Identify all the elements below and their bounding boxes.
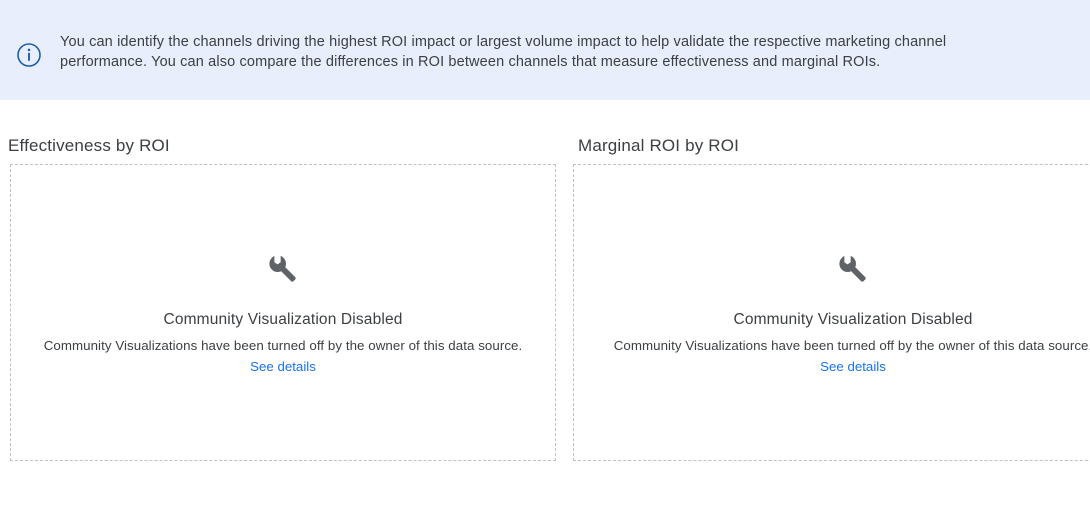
info-circle-icon [16, 42, 42, 68]
visualization-container-marginal-roi: Community Visualization Disabled Communi… [573, 164, 1090, 461]
see-details-link[interactable]: See details [250, 358, 316, 374]
wrench-icon [834, 250, 872, 288]
visualization-disabled-title: Community Visualization Disabled [733, 310, 973, 328]
visualization-container-effectiveness: Community Visualization Disabled Communi… [10, 164, 556, 461]
panel-title-effectiveness: Effectiveness by ROI [8, 136, 170, 155]
visualization-disabled-title: Community Visualization Disabled [163, 310, 403, 328]
visualization-disabled-message-marginal-roi: Community Visualization Disabled Communi… [574, 250, 1090, 376]
visualization-disabled-subtitle: Community Visualizations have been turne… [43, 337, 523, 353]
panel-title-marginal-roi: Marginal ROI by ROI [578, 136, 739, 155]
info-banner-line-2: performance. You can also compare the di… [60, 53, 881, 70]
info-banner: You can identify the channels driving th… [0, 0, 1090, 100]
wrench-icon [264, 250, 302, 288]
panel-effectiveness-by-roi: Effectiveness by ROI Community Visualiza… [0, 100, 566, 461]
info-banner-line-1: You can identify the channels driving th… [60, 34, 947, 50]
visualization-disabled-subtitle: Community Visualizations have been turne… [613, 337, 1090, 353]
panel-marginal-roi-by-roi: Marginal ROI by ROI Community Visualizat… [568, 100, 1090, 461]
see-details-link[interactable]: See details [820, 358, 886, 374]
info-banner-text: You can identify the channels driving th… [60, 33, 1060, 72]
visualization-disabled-message-effectiveness: Community Visualization Disabled Communi… [11, 250, 555, 376]
charts-content-area: Effectiveness by ROI Community Visualiza… [0, 100, 1090, 509]
